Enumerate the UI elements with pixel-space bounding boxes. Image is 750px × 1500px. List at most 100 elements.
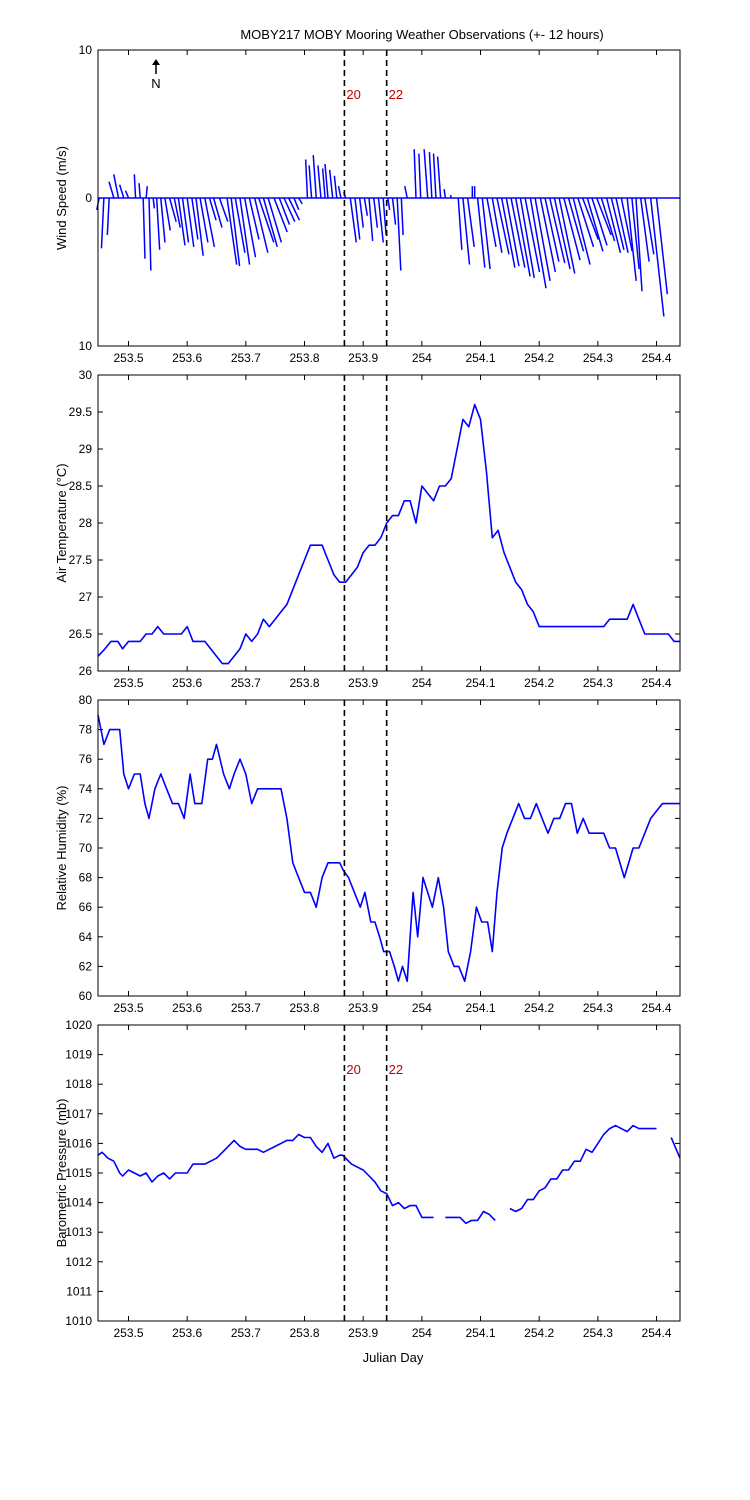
x-tick-label: 254.2 xyxy=(524,351,554,365)
wind-stick xyxy=(539,197,557,273)
wind-stick xyxy=(321,168,326,199)
x-tick-label: 253.9 xyxy=(348,1326,378,1340)
x-tick-label: 254 xyxy=(412,351,432,365)
time-marker-label: 20 xyxy=(346,87,360,102)
wind-stick xyxy=(655,197,669,295)
wind-stick xyxy=(267,197,283,243)
wind-stick xyxy=(567,197,585,252)
plot-panels: 253.5 253.6 253.7 253.8 253.9 254 254.1 254.2 25… xyxy=(54,43,681,1340)
y-tick-label: 28.5 xyxy=(69,479,93,493)
wind-stick xyxy=(145,186,149,199)
wind-stick xyxy=(510,197,526,268)
wind-stick xyxy=(519,197,535,279)
x-tick-label: 254.4 xyxy=(642,1326,672,1340)
wind-stick xyxy=(496,197,510,255)
data-series-line xyxy=(97,714,680,982)
x-tick-label: 254 xyxy=(412,676,432,690)
wind-stick xyxy=(449,194,452,199)
wind-stick xyxy=(283,197,296,222)
y-tick-label: 1019 xyxy=(65,1048,92,1062)
wind-stick xyxy=(396,197,402,271)
wind-stick xyxy=(177,197,186,246)
x-tick-label: 253.6 xyxy=(172,676,202,690)
y-tick-label: 72 xyxy=(79,811,93,825)
wind-stick xyxy=(208,197,217,221)
wind-stick xyxy=(514,197,531,277)
y-tick-label: 80 xyxy=(79,693,93,707)
wind-stick xyxy=(181,197,190,243)
wind-stick xyxy=(164,197,172,231)
wind-stick xyxy=(620,197,633,252)
wind-stick xyxy=(324,163,329,199)
wind-stick xyxy=(524,197,541,273)
y-tick-label: 66 xyxy=(79,900,93,914)
wind-stick xyxy=(199,197,209,243)
wind-stick xyxy=(423,149,429,199)
wind-stick xyxy=(428,152,433,199)
wind-stick xyxy=(288,197,301,221)
x-tick-label: 253.9 xyxy=(348,676,378,690)
wind-stick xyxy=(549,197,566,264)
time-marker-label: 20 xyxy=(346,1062,360,1077)
wind-stick xyxy=(534,197,551,282)
wind-stick xyxy=(610,197,625,250)
wind-stick xyxy=(500,197,516,268)
x-tick-label: 254 xyxy=(412,1326,432,1340)
y-tick-label: 70 xyxy=(79,841,93,855)
wind-panel: 253.5 253.6 253.7 253.8 253.9 254 254.1 254.2 25… xyxy=(54,43,681,365)
y-tick-label: 26.5 xyxy=(69,627,93,641)
y-tick-label: 62 xyxy=(79,959,93,973)
plot-frame xyxy=(97,374,681,672)
wind-stick xyxy=(368,197,374,241)
wind-stick xyxy=(337,186,342,199)
wind-stick xyxy=(600,197,616,242)
wind-stick xyxy=(258,197,275,243)
wind-stick xyxy=(626,197,637,281)
wind-stick xyxy=(466,197,475,247)
wind-stick xyxy=(100,197,105,249)
wind-stick xyxy=(505,197,520,267)
wind-stick xyxy=(443,189,447,199)
wind-stick xyxy=(155,197,161,250)
y-tick-label: 27 xyxy=(79,590,93,604)
wind-stick xyxy=(358,197,365,228)
x-tick-label: 253.5 xyxy=(113,351,143,365)
plot-frame xyxy=(97,49,681,347)
x-tick-label: 253.6 xyxy=(172,1326,202,1340)
wind-stick xyxy=(186,197,195,247)
x-tick-label: 253.7 xyxy=(231,1326,261,1340)
wind-stick xyxy=(328,169,334,199)
x-tick-label: 254.1 xyxy=(466,676,496,690)
wind-stick xyxy=(486,197,497,247)
y-tick-label: 68 xyxy=(79,871,93,885)
wind-stick xyxy=(168,197,177,222)
y-axis-label: Air Temperature (°C) xyxy=(54,463,69,582)
x-tick-label: 254.4 xyxy=(642,351,672,365)
wind-stick xyxy=(586,197,604,252)
x-tick-label: 253.7 xyxy=(231,1001,261,1015)
wind-stick xyxy=(112,174,120,199)
y-tick-label: 27.5 xyxy=(69,553,93,567)
x-tick-label: 253.6 xyxy=(172,351,202,365)
wind-stick xyxy=(591,197,608,246)
wind-stick xyxy=(418,153,422,199)
wind-stick xyxy=(377,197,384,243)
y-tick-label: 78 xyxy=(79,723,93,737)
wind-stick xyxy=(581,197,599,240)
wind-stick xyxy=(558,197,576,274)
y-tick-label: 1013 xyxy=(65,1225,92,1239)
wind-stick xyxy=(457,197,463,250)
wind-stick xyxy=(649,197,665,317)
y-tick-label: 60 xyxy=(79,989,93,1003)
wind-stick xyxy=(382,197,387,236)
figure-title: MOBY217 MOBY Mooring Weather Observation… xyxy=(240,27,603,42)
x-tick-label: 253.8 xyxy=(290,676,320,690)
y-tick-label: 74 xyxy=(79,782,93,796)
wind-stick xyxy=(317,165,322,199)
y-tick-label: 76 xyxy=(79,752,93,766)
x-tick-label: 254.3 xyxy=(583,1326,613,1340)
data-series-line xyxy=(97,1133,434,1219)
x-tick-label: 253.8 xyxy=(290,351,320,365)
wind-stick xyxy=(639,197,650,262)
